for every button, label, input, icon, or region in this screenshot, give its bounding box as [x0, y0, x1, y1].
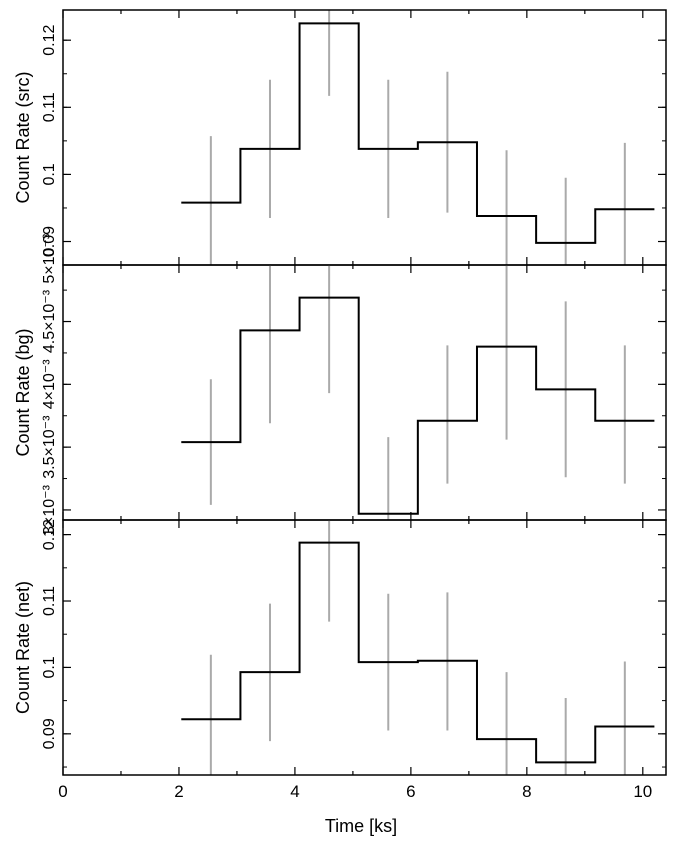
step-histogram-net [181, 541, 655, 764]
y-axis-label-src: Count Rate (src) [13, 71, 33, 203]
y-tick-label: 0.11 [41, 586, 58, 616]
x-tick-label: 0 [58, 782, 67, 801]
y-tick-label: 0.09 [41, 718, 58, 749]
y-tick-label: 3.5×10⁻³ [41, 415, 58, 479]
panels-group: 0.09 0.1 0.11 0.12 Count Rate (src) 3×10⁻³ 3.5… [13, 9, 667, 776]
step-histogram-bg [181, 296, 655, 515]
y-tick-label: 3×10⁻³ [41, 484, 58, 534]
y-tick-label: 4.5×10⁻³ [41, 289, 58, 353]
step-histogram-src [181, 22, 655, 244]
panel-bg: 3×10⁻³ 3.5×10⁻³ 4×10⁻³ 4.5×10⁻³ 5×10⁻³ Count … [13, 233, 667, 535]
y-tick-label: 4×10⁻³ [41, 359, 58, 409]
y-axis-label-net: Count Rate (net) [13, 581, 33, 714]
y-tick-label: 0.11 [41, 92, 58, 122]
y-axis-label-bg: Count Rate (bg) [13, 328, 33, 456]
y-tick-label: 0.12 [41, 25, 58, 56]
x-tick-label: 2 [174, 782, 183, 801]
panel-net: 0.09 0.1 0.11 0.12 Count Rate (net) [13, 519, 667, 776]
y-tick-label: 0.12 [41, 519, 58, 550]
x-tick-label: 4 [290, 782, 299, 801]
panel-frame-net [62, 519, 667, 776]
x-tick-label: 8 [522, 782, 531, 801]
y-tick-label: 0.09 [41, 226, 58, 257]
x-axis-label: Time [ks] [325, 816, 397, 836]
x-axis-tick-labels: 0 2 4 6 8 10 [58, 782, 652, 801]
y-tick-label: 0.1 [41, 163, 58, 185]
x-tick-label: 6 [406, 782, 415, 801]
x-tick-label: 10 [633, 782, 652, 801]
y-tick-label: 0.1 [41, 656, 58, 678]
y-tick-label: 5×10⁻³ [41, 233, 58, 283]
